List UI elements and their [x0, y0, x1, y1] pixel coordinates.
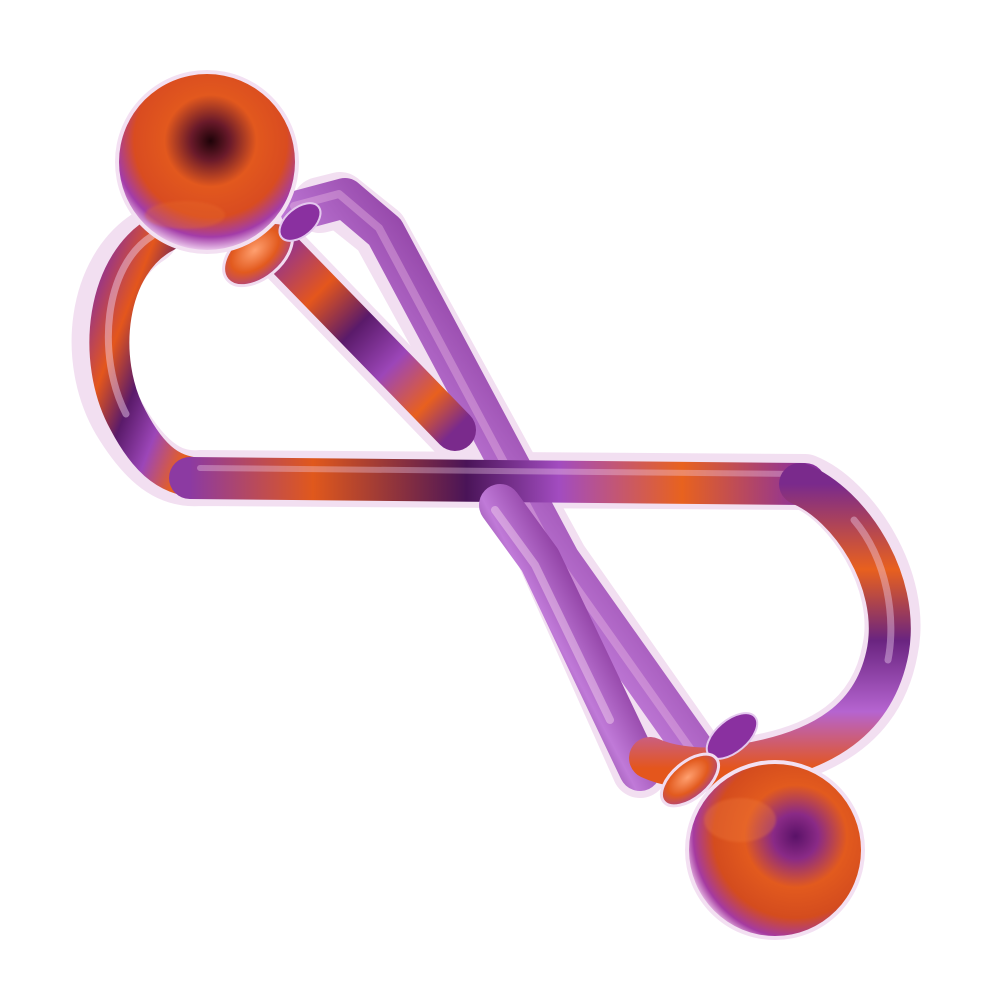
- wire-crossbar: [169, 457, 826, 505]
- wire-left-loop: [89, 212, 225, 498]
- wire-diagonal-front: [254, 224, 661, 791]
- sphere-bottom: [685, 760, 865, 940]
- collar-bottom: [660, 712, 759, 808]
- sphere-top: [115, 70, 299, 254]
- wire-diagonal-back: [280, 178, 720, 778]
